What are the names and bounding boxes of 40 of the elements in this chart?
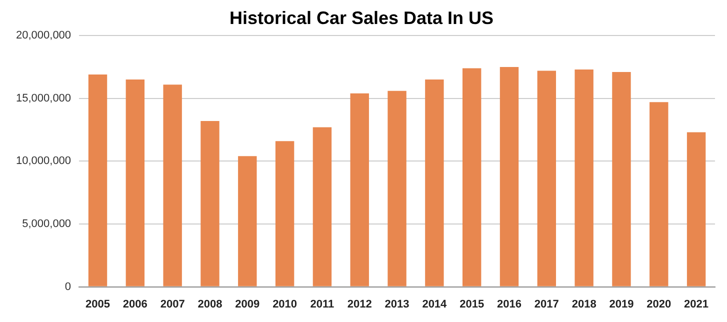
x-tick-label: 2015 xyxy=(460,298,484,310)
bar xyxy=(350,93,369,286)
y-tick-label: 0 xyxy=(64,280,72,293)
bar xyxy=(537,70,556,286)
bar xyxy=(425,80,444,286)
bar xyxy=(200,121,220,286)
x-tick-label: 2007 xyxy=(160,298,185,310)
x-tick-label: 2014 xyxy=(422,298,448,310)
x-tick-label: 2018 xyxy=(572,298,596,310)
x-tick-label: 2021 xyxy=(684,298,709,310)
bar xyxy=(500,67,519,286)
bar xyxy=(163,84,182,286)
bar xyxy=(462,68,482,286)
x-tick-label: 2017 xyxy=(534,298,559,310)
bar xyxy=(275,141,294,286)
y-tick-label: 20,000,000 xyxy=(16,30,72,42)
bar xyxy=(126,80,145,286)
x-tick-label: 2013 xyxy=(384,298,410,310)
y-tick-label: 15,000,000 xyxy=(16,92,72,104)
x-tick-label: 2011 xyxy=(310,298,334,310)
x-tick-label: 2016 xyxy=(497,298,522,310)
x-tick-label: 2010 xyxy=(272,298,298,310)
x-tick-label: 2005 xyxy=(86,298,110,310)
bar xyxy=(612,72,631,286)
x-tick-label: 2019 xyxy=(609,298,634,310)
x-tick-label: 2012 xyxy=(347,298,372,310)
x-tick-label: 2006 xyxy=(122,298,148,310)
bar xyxy=(238,156,257,286)
bar xyxy=(88,74,108,286)
chart-title: Historical Car Sales Data In US xyxy=(229,8,494,28)
x-tick-label: 2009 xyxy=(235,298,260,310)
x-tick-label: 2020 xyxy=(646,298,672,310)
bar xyxy=(686,132,706,286)
x-tick-label: 2008 xyxy=(198,298,222,310)
bar xyxy=(312,127,332,286)
bar xyxy=(388,90,406,286)
y-tick-label: 10,000,000 xyxy=(16,155,72,168)
bar xyxy=(650,102,668,286)
y-tick-label: 5,000,000 xyxy=(22,218,72,230)
bar xyxy=(574,70,594,286)
